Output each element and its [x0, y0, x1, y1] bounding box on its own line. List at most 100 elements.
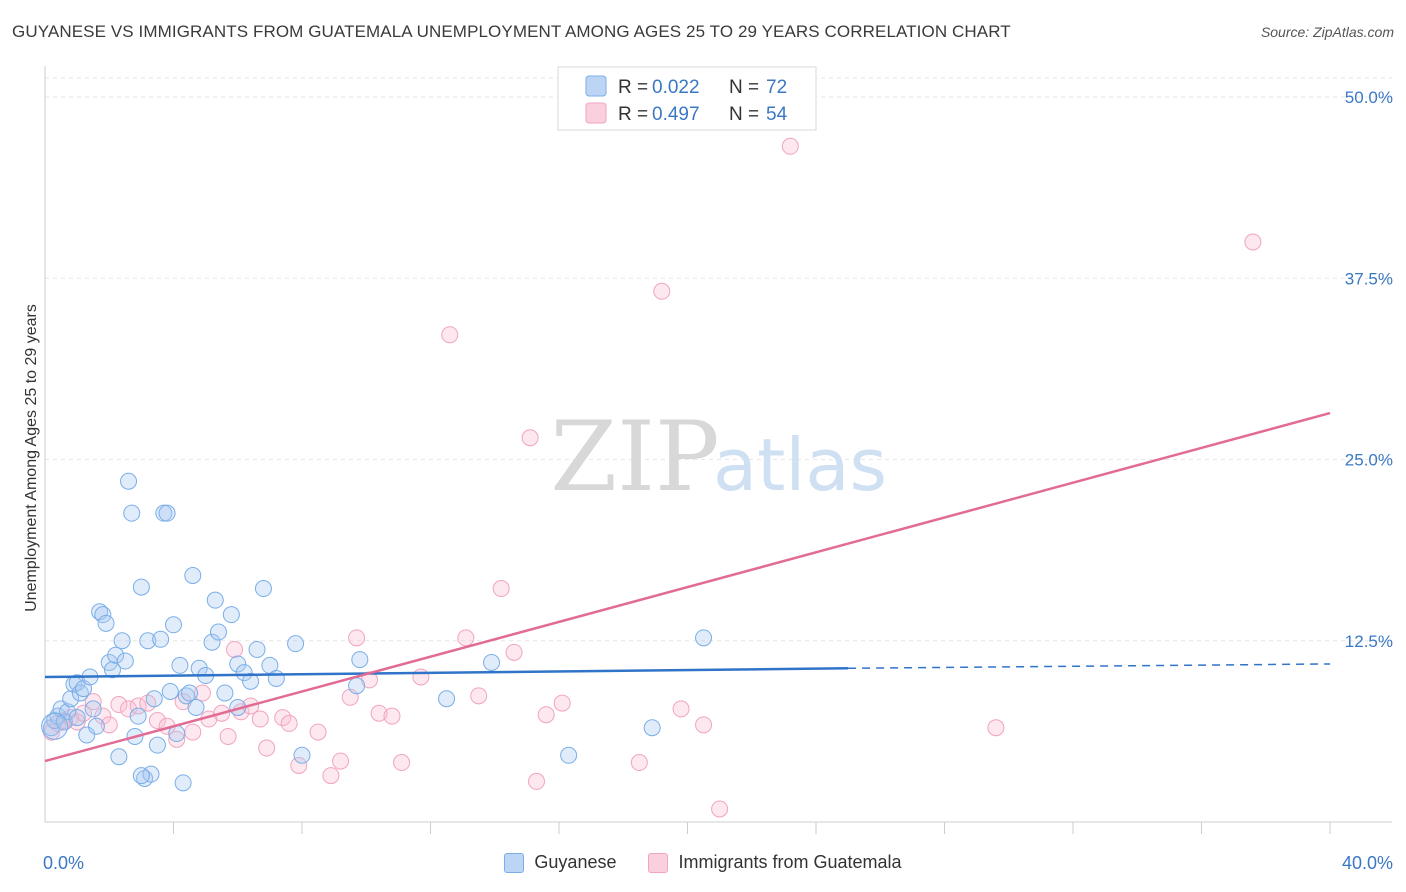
guatemala-point-6 — [84, 693, 102, 711]
series-guyanese-points — [41, 472, 713, 792]
watermark-zip: ZIP — [550, 401, 719, 513]
guatemala-point-9 — [110, 696, 128, 714]
guyanese-point-13 — [84, 700, 102, 718]
guyanese-point-44 — [184, 567, 202, 584]
guatemala-point-42 — [470, 687, 488, 705]
legend-r-label-2: R = — [618, 104, 648, 125]
guyanese-point-70 — [132, 767, 150, 785]
guatemala-point-28 — [280, 714, 298, 732]
guatemala-point-41 — [457, 629, 475, 647]
bottom-legend-label-guatemala: Immigrants from Guatemala — [678, 852, 902, 872]
chart-title: GUYANESE VS IMMIGRANTS FROM GUATEMALA UN… — [12, 22, 1011, 41]
guyanese-point-24 — [120, 472, 138, 490]
guyanese-point-33 — [148, 736, 166, 754]
x-tick-label-1: 40.0% — [1342, 853, 1393, 873]
guyanese-point-57 — [254, 580, 272, 598]
guatemala-point-49 — [630, 754, 648, 772]
bottom-legend-swatch-guyanese — [504, 852, 525, 873]
guatemala-point-36 — [370, 704, 388, 722]
guatemala-point-7 — [94, 707, 112, 725]
guyanese-point-65 — [483, 654, 501, 671]
guatemala-point-32 — [332, 752, 350, 770]
y-axis-label: Unemployment Among Ages 25 to 29 years — [23, 304, 40, 612]
bottom-legend-guyanese: Guyanese — [504, 852, 616, 873]
guatemala-point-55 — [987, 719, 1005, 737]
guyanese-trend-extension — [848, 663, 1331, 670]
guyanese-point-41 — [174, 774, 192, 792]
legend-r-label-1: R = — [618, 77, 648, 98]
source-note: Source: ZipAtlas.com — [1260, 24, 1394, 40]
guatemala-point-39 — [412, 668, 430, 686]
y-tick-label-1: 25.0% — [1345, 451, 1393, 470]
guyanese-point-20 — [107, 646, 125, 664]
guatemala-point-38 — [393, 754, 411, 772]
tick-labels: 12.5% 25.0% 37.5% 50.0% 0.0% 40.0% — [43, 88, 1393, 873]
guatemala-point-44 — [505, 643, 523, 661]
guatemala-point-31 — [322, 767, 340, 785]
guyanese-trend-line — [44, 667, 849, 679]
trend-lines — [44, 411, 1331, 763]
guyanese-point-63 — [351, 651, 369, 669]
guatemala-point-56 — [1244, 233, 1262, 251]
gridlines — [45, 77, 1392, 642]
guyanese-point-67 — [643, 719, 661, 737]
guyanese-point-50 — [209, 623, 227, 641]
guyanese-point-25 — [123, 504, 141, 522]
guyanese-point-42 — [177, 687, 195, 705]
bottom-legend: Guyanese Immigrants from Guatemala — [0, 852, 1406, 873]
guyanese-point-68 — [695, 629, 713, 647]
guatemala-point-27 — [274, 709, 292, 727]
guatemala-point-45 — [521, 429, 539, 447]
guyanese-point-34 — [152, 630, 170, 648]
guyanese-point-55 — [242, 672, 260, 690]
legend-n-label-2: N = — [729, 104, 759, 125]
guatemala-point-17 — [184, 723, 202, 741]
bottom-legend-label-guyanese: Guyanese — [534, 852, 617, 872]
guyanese-point-49 — [206, 591, 224, 609]
legend-swatch-guatemala — [585, 102, 607, 124]
legend-r-value-2: 0.497 — [652, 104, 700, 125]
guyanese-point-52 — [222, 606, 240, 624]
guatemala-point-10 — [120, 700, 138, 718]
guyanese-point-37 — [161, 683, 179, 700]
guyanese-point-17 — [97, 614, 115, 632]
y-tick-label-3: 50.0% — [1345, 88, 1393, 107]
guatemala-point-34 — [348, 629, 366, 647]
guatemala-point-13 — [148, 712, 166, 729]
guatemala-point-22 — [226, 640, 244, 658]
legend-n-value-1: 72 — [766, 77, 787, 98]
bottom-legend-guatemala: Immigrants from Guatemala — [648, 852, 902, 873]
legend-n-value-2: 54 — [766, 104, 788, 125]
guyanese-point-62 — [348, 677, 366, 695]
legend-box: R = 0.022 N = 72 R = 0.497 N = 54 — [557, 66, 817, 131]
guatemala-point-11 — [129, 697, 147, 715]
guyanese-point-14 — [87, 717, 105, 735]
guyanese-point-54 — [235, 664, 253, 682]
guyanese-point-48 — [203, 633, 221, 651]
guatemala-trend-line — [44, 411, 1331, 763]
guatemala-point-50 — [653, 282, 671, 300]
guyanese-point-71 — [68, 709, 86, 727]
guatemala-point-29 — [290, 756, 308, 774]
guatemala-point-48 — [553, 694, 571, 712]
guyanese-point-60 — [287, 635, 305, 653]
guyanese-point-40 — [171, 656, 189, 674]
guyanese-point-27 — [129, 707, 147, 725]
guatemala-point-54 — [781, 137, 799, 155]
guatemala-point-51 — [672, 700, 690, 718]
guatemala-point-46 — [528, 772, 546, 790]
guatemala-point-40 — [441, 326, 459, 344]
guyanese-point-16 — [94, 606, 112, 624]
guatemala-point-47 — [537, 706, 555, 724]
guatemala-point-26 — [258, 739, 276, 757]
watermark-atlas: atlas — [713, 423, 887, 507]
guyanese-point-19 — [103, 661, 121, 679]
guyanese-point-45 — [187, 698, 205, 716]
legend-r-value-1: 0.022 — [652, 77, 700, 98]
guyanese-point-22 — [113, 632, 131, 650]
guyanese-point-66 — [560, 746, 578, 764]
guatemala-point-21 — [219, 727, 237, 745]
guatemala-point-43 — [492, 580, 510, 598]
guyanese-point-51 — [216, 684, 234, 702]
